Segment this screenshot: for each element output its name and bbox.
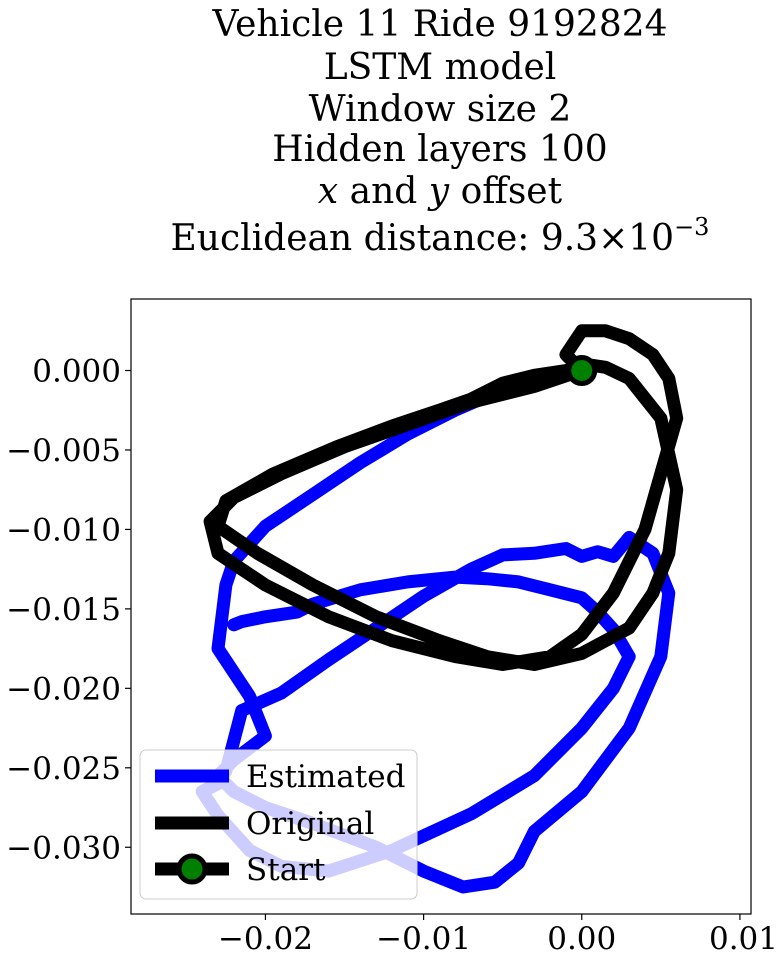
y-tick-label: −0.010 — [6, 512, 121, 548]
x-axis-ticks: −0.02 −0.01 0.00 0.01 — [218, 914, 778, 957]
y-tick-label: −0.015 — [6, 592, 121, 628]
plot-area-frame — [130, 298, 752, 915]
series-line-original — [203, 324, 684, 671]
y-tick-label: −0.005 — [6, 433, 121, 469]
y-tick-label: 0.000 — [32, 354, 121, 390]
title-line-4: Hidden layers 100 — [272, 129, 607, 170]
chart-title: Vehicle 11 Ride 9192824 LSTM model Windo… — [171, 4, 710, 259]
y-tick-label: −0.025 — [6, 751, 121, 787]
x-tick-label: −0.01 — [376, 921, 471, 957]
legend-label-original: Original — [246, 806, 374, 842]
x-tick-label: 0.00 — [547, 921, 616, 957]
y-axis-ticks: 0.000 −0.005 −0.010 −0.015 −0.020 −0.025 −0.03… — [6, 354, 131, 866]
title-and-text: and — [338, 171, 429, 212]
title-line-6: Euclidean distance: 9.3×10−3 — [171, 213, 710, 259]
y-tick-label: −0.020 — [6, 671, 121, 707]
y-tick-label: −0.030 — [6, 830, 121, 866]
x-tick-label: 0.01 — [709, 921, 778, 957]
title-distance-prefix: Euclidean distance: 9.3 — [171, 218, 599, 259]
title-line-5: x and y offset — [318, 171, 563, 212]
series-line-estimated — [195, 364, 676, 894]
title-power-exponent: −3 — [674, 213, 709, 241]
title-offset-text: offset — [449, 171, 562, 212]
title-power-base: 10 — [628, 218, 674, 259]
legend-start-marker — [176, 853, 208, 885]
x-tick-label: −0.02 — [218, 921, 313, 957]
title-line-2: LSTM model — [324, 47, 557, 88]
legend: Estimated Original Start — [139, 749, 418, 900]
title-times-sign: × — [598, 218, 628, 259]
legend-label-start: Start — [246, 852, 326, 888]
title-y-variable: y — [427, 171, 450, 212]
legend-box — [139, 749, 418, 900]
title-line-1: Vehicle 11 Ride 9192824 — [211, 4, 667, 45]
legend-label-estimated: Estimated — [246, 759, 405, 795]
title-x-variable: x — [318, 171, 338, 212]
start-point-marker — [566, 355, 598, 387]
title-line-3: Window size 2 — [309, 89, 572, 130]
